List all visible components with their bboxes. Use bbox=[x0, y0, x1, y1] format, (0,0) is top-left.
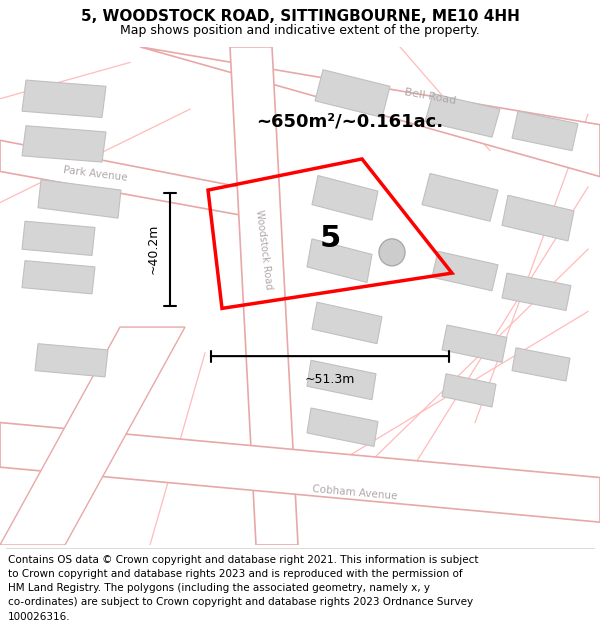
Text: ~650m²/~0.161ac.: ~650m²/~0.161ac. bbox=[256, 112, 443, 131]
Polygon shape bbox=[502, 195, 574, 241]
Polygon shape bbox=[315, 70, 390, 118]
Polygon shape bbox=[22, 221, 95, 256]
Polygon shape bbox=[38, 180, 121, 218]
Text: Contains OS data © Crown copyright and database right 2021. This information is : Contains OS data © Crown copyright and d… bbox=[8, 554, 478, 564]
Polygon shape bbox=[22, 261, 95, 294]
Polygon shape bbox=[35, 344, 108, 377]
Text: co-ordinates) are subject to Crown copyright and database rights 2023 Ordnance S: co-ordinates) are subject to Crown copyr… bbox=[8, 598, 473, 608]
Circle shape bbox=[379, 239, 405, 266]
Polygon shape bbox=[0, 422, 600, 522]
Text: 100026316.: 100026316. bbox=[8, 611, 70, 621]
Text: Bell Road: Bell Road bbox=[403, 88, 457, 106]
Polygon shape bbox=[307, 360, 376, 400]
Polygon shape bbox=[22, 126, 106, 162]
Text: Map shows position and indicative extent of the property.: Map shows position and indicative extent… bbox=[120, 24, 480, 36]
Polygon shape bbox=[512, 111, 578, 151]
Polygon shape bbox=[432, 251, 498, 291]
Polygon shape bbox=[307, 408, 378, 446]
Polygon shape bbox=[312, 302, 382, 344]
Text: ~51.3m: ~51.3m bbox=[305, 372, 355, 386]
Text: 5, WOODSTOCK ROAD, SITTINGBOURNE, ME10 4HH: 5, WOODSTOCK ROAD, SITTINGBOURNE, ME10 4… bbox=[80, 9, 520, 24]
Polygon shape bbox=[307, 239, 372, 282]
Polygon shape bbox=[442, 325, 507, 362]
Text: ~40.2m: ~40.2m bbox=[147, 224, 160, 274]
Text: Woodstock Road: Woodstock Road bbox=[254, 209, 274, 290]
Polygon shape bbox=[422, 174, 498, 221]
Polygon shape bbox=[502, 273, 571, 311]
Polygon shape bbox=[0, 140, 240, 215]
Polygon shape bbox=[22, 80, 106, 118]
Polygon shape bbox=[140, 47, 600, 177]
Polygon shape bbox=[0, 327, 185, 545]
Polygon shape bbox=[312, 176, 378, 220]
Text: to Crown copyright and database rights 2023 and is reproduced with the permissio: to Crown copyright and database rights 2… bbox=[8, 569, 463, 579]
Polygon shape bbox=[230, 47, 298, 545]
Polygon shape bbox=[512, 348, 570, 381]
Text: Park Avenue: Park Avenue bbox=[62, 164, 128, 182]
Text: 5: 5 bbox=[319, 224, 341, 253]
Text: HM Land Registry. The polygons (including the associated geometry, namely x, y: HM Land Registry. The polygons (includin… bbox=[8, 583, 430, 593]
Polygon shape bbox=[442, 374, 496, 407]
Text: Cobham Avenue: Cobham Avenue bbox=[312, 484, 398, 502]
Polygon shape bbox=[425, 94, 500, 137]
